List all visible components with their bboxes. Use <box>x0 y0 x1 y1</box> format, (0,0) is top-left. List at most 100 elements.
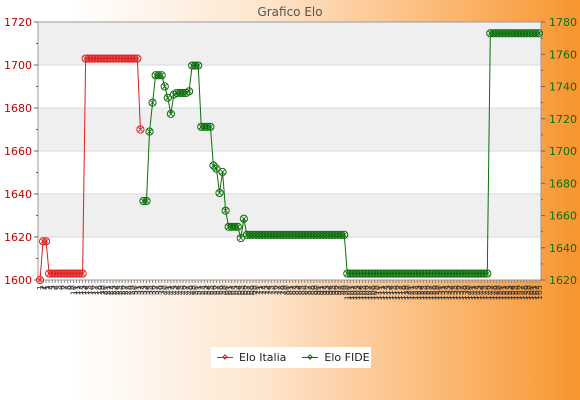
x-tick-label: 59 <box>219 285 228 295</box>
x-tick-label: 20 <box>100 285 109 295</box>
x-tick-label: 118 <box>398 285 407 300</box>
x-tick-label: 45 <box>176 285 185 295</box>
x-tick-label: 83 <box>292 285 301 295</box>
x-tick-label: 98 <box>337 285 346 295</box>
x-tick-label: 29 <box>127 285 136 295</box>
x-tick-label: 85 <box>298 285 307 295</box>
x-tick-label: 115 <box>389 285 398 300</box>
data-point-elo-fide <box>534 29 544 38</box>
grid-band <box>38 108 541 151</box>
x-tick-label: 93 <box>322 285 331 295</box>
x-tick-label: 9 <box>66 285 75 290</box>
data-point-elo-fide <box>166 109 175 119</box>
x-tick-label: 84 <box>295 285 304 295</box>
x-tick-label: 90 <box>313 285 322 295</box>
x-tick-label: 122 <box>410 285 419 300</box>
right-tick-label: 1640 <box>549 242 577 255</box>
x-tick-label: 154 <box>508 285 517 300</box>
x-tick-label: 19 <box>97 285 106 295</box>
x-tick-label: 100 <box>343 285 352 300</box>
x-tick-label: 11 <box>73 285 82 295</box>
x-tick-label: 2 <box>39 285 48 290</box>
left-tick-label: 1620 <box>4 231 32 244</box>
data-point-elo-fide <box>483 269 492 278</box>
x-tick-label: 81 <box>286 285 295 295</box>
x-tick-label: 71 <box>255 285 264 295</box>
x-tick-label: 103 <box>352 285 361 300</box>
left-tick-label: 1600 <box>4 274 32 287</box>
x-tick-label: 26 <box>118 285 127 295</box>
x-tick-label: 12 <box>76 285 85 295</box>
data-point-elo-fide <box>233 222 242 231</box>
x-tick-label: 88 <box>307 285 316 295</box>
x-tick-label: 67 <box>243 285 252 295</box>
x-tick-label: 106 <box>362 285 371 300</box>
x-tick-label: 141 <box>468 285 477 300</box>
right-tick-label: 1620 <box>549 274 577 287</box>
x-tick-label: 112 <box>380 285 389 300</box>
x-tick-label: 42 <box>167 285 176 295</box>
x-tick-label: 127 <box>425 285 434 300</box>
x-tick-label: 144 <box>477 285 486 300</box>
x-tick-label: 14 <box>82 285 91 295</box>
x-tick-label: 36 <box>149 285 158 295</box>
x-tick-label: 24 <box>112 285 121 295</box>
data-point-elo-fide <box>142 196 151 206</box>
left-tick-label: 1660 <box>4 145 32 158</box>
x-tick-label: 1 <box>42 285 51 290</box>
x-tick-label: 77 <box>273 285 282 295</box>
x-tick-label: 44 <box>173 285 182 295</box>
grid-band <box>38 194 541 237</box>
legend-item-elo-fide: Elo FIDE <box>302 351 370 364</box>
x-tick-label: 41 <box>164 285 173 295</box>
x-tick-label: 62 <box>228 285 237 295</box>
x-tick-label: 108 <box>368 285 377 300</box>
x-tick-label: 136 <box>453 285 462 300</box>
x-tick-label: 34 <box>142 285 151 295</box>
x-tick-label: 46 <box>179 285 188 295</box>
x-tick-label: 158 <box>520 285 529 300</box>
x-tick-label: 138 <box>459 285 468 300</box>
legend-swatch-elo-fide <box>302 353 319 363</box>
x-tick-label: 2 <box>45 285 54 290</box>
x-tick-label: 54 <box>203 285 212 295</box>
x-tick-label: 75 <box>267 285 276 295</box>
x-tick-label: 134 <box>447 285 456 300</box>
x-tick-label: 17 <box>91 285 100 295</box>
x-tick-label: 110 <box>374 285 383 300</box>
data-point-elo-fide <box>184 87 194 96</box>
x-tick-label: 116 <box>392 285 401 300</box>
x-tick-label: 163 <box>535 285 544 300</box>
x-tick-label: 40 <box>161 285 170 295</box>
x-tick-label: 6 <box>57 285 66 290</box>
x-tick-label: 156 <box>514 285 523 300</box>
x-tick-label: 133 <box>444 285 453 300</box>
x-tick-label: 155 <box>511 285 520 300</box>
left-tick-label: 1640 <box>4 188 32 201</box>
x-tick-label: 145 <box>480 285 489 300</box>
legend-label-elo-italia: Elo Italia <box>239 351 287 364</box>
x-tick-label: 95 <box>328 285 337 295</box>
series-line-elo-italia <box>39 58 141 281</box>
x-tick-label: 8 <box>63 285 72 290</box>
x-tick-label: 23 <box>109 285 118 295</box>
right-tick-label: 1740 <box>549 81 577 94</box>
x-tick-label: 78 <box>276 285 285 295</box>
x-tick-label: 120 <box>404 285 413 300</box>
x-tick-label: 16 <box>88 285 97 295</box>
x-tick-label: 51 <box>194 285 203 295</box>
x-tick-label: 105 <box>359 285 368 300</box>
x-tick-label: 66 <box>240 285 249 295</box>
x-tick-label: 153 <box>505 285 514 300</box>
x-tick-label: 79 <box>279 285 288 295</box>
x-tick-label: 89 <box>310 285 319 295</box>
x-tick-label: 60 <box>222 285 231 295</box>
x-tick-label: 3 <box>48 285 57 290</box>
left-tick-label: 1680 <box>4 102 32 115</box>
x-tick-label: 5 <box>54 285 63 290</box>
right-tick-label: 1680 <box>549 177 577 190</box>
x-tick-label: 76 <box>270 285 279 295</box>
data-point-elo-fide <box>221 206 230 215</box>
x-tick-label: 69 <box>249 285 258 295</box>
x-tick-label: 96 <box>331 285 340 295</box>
